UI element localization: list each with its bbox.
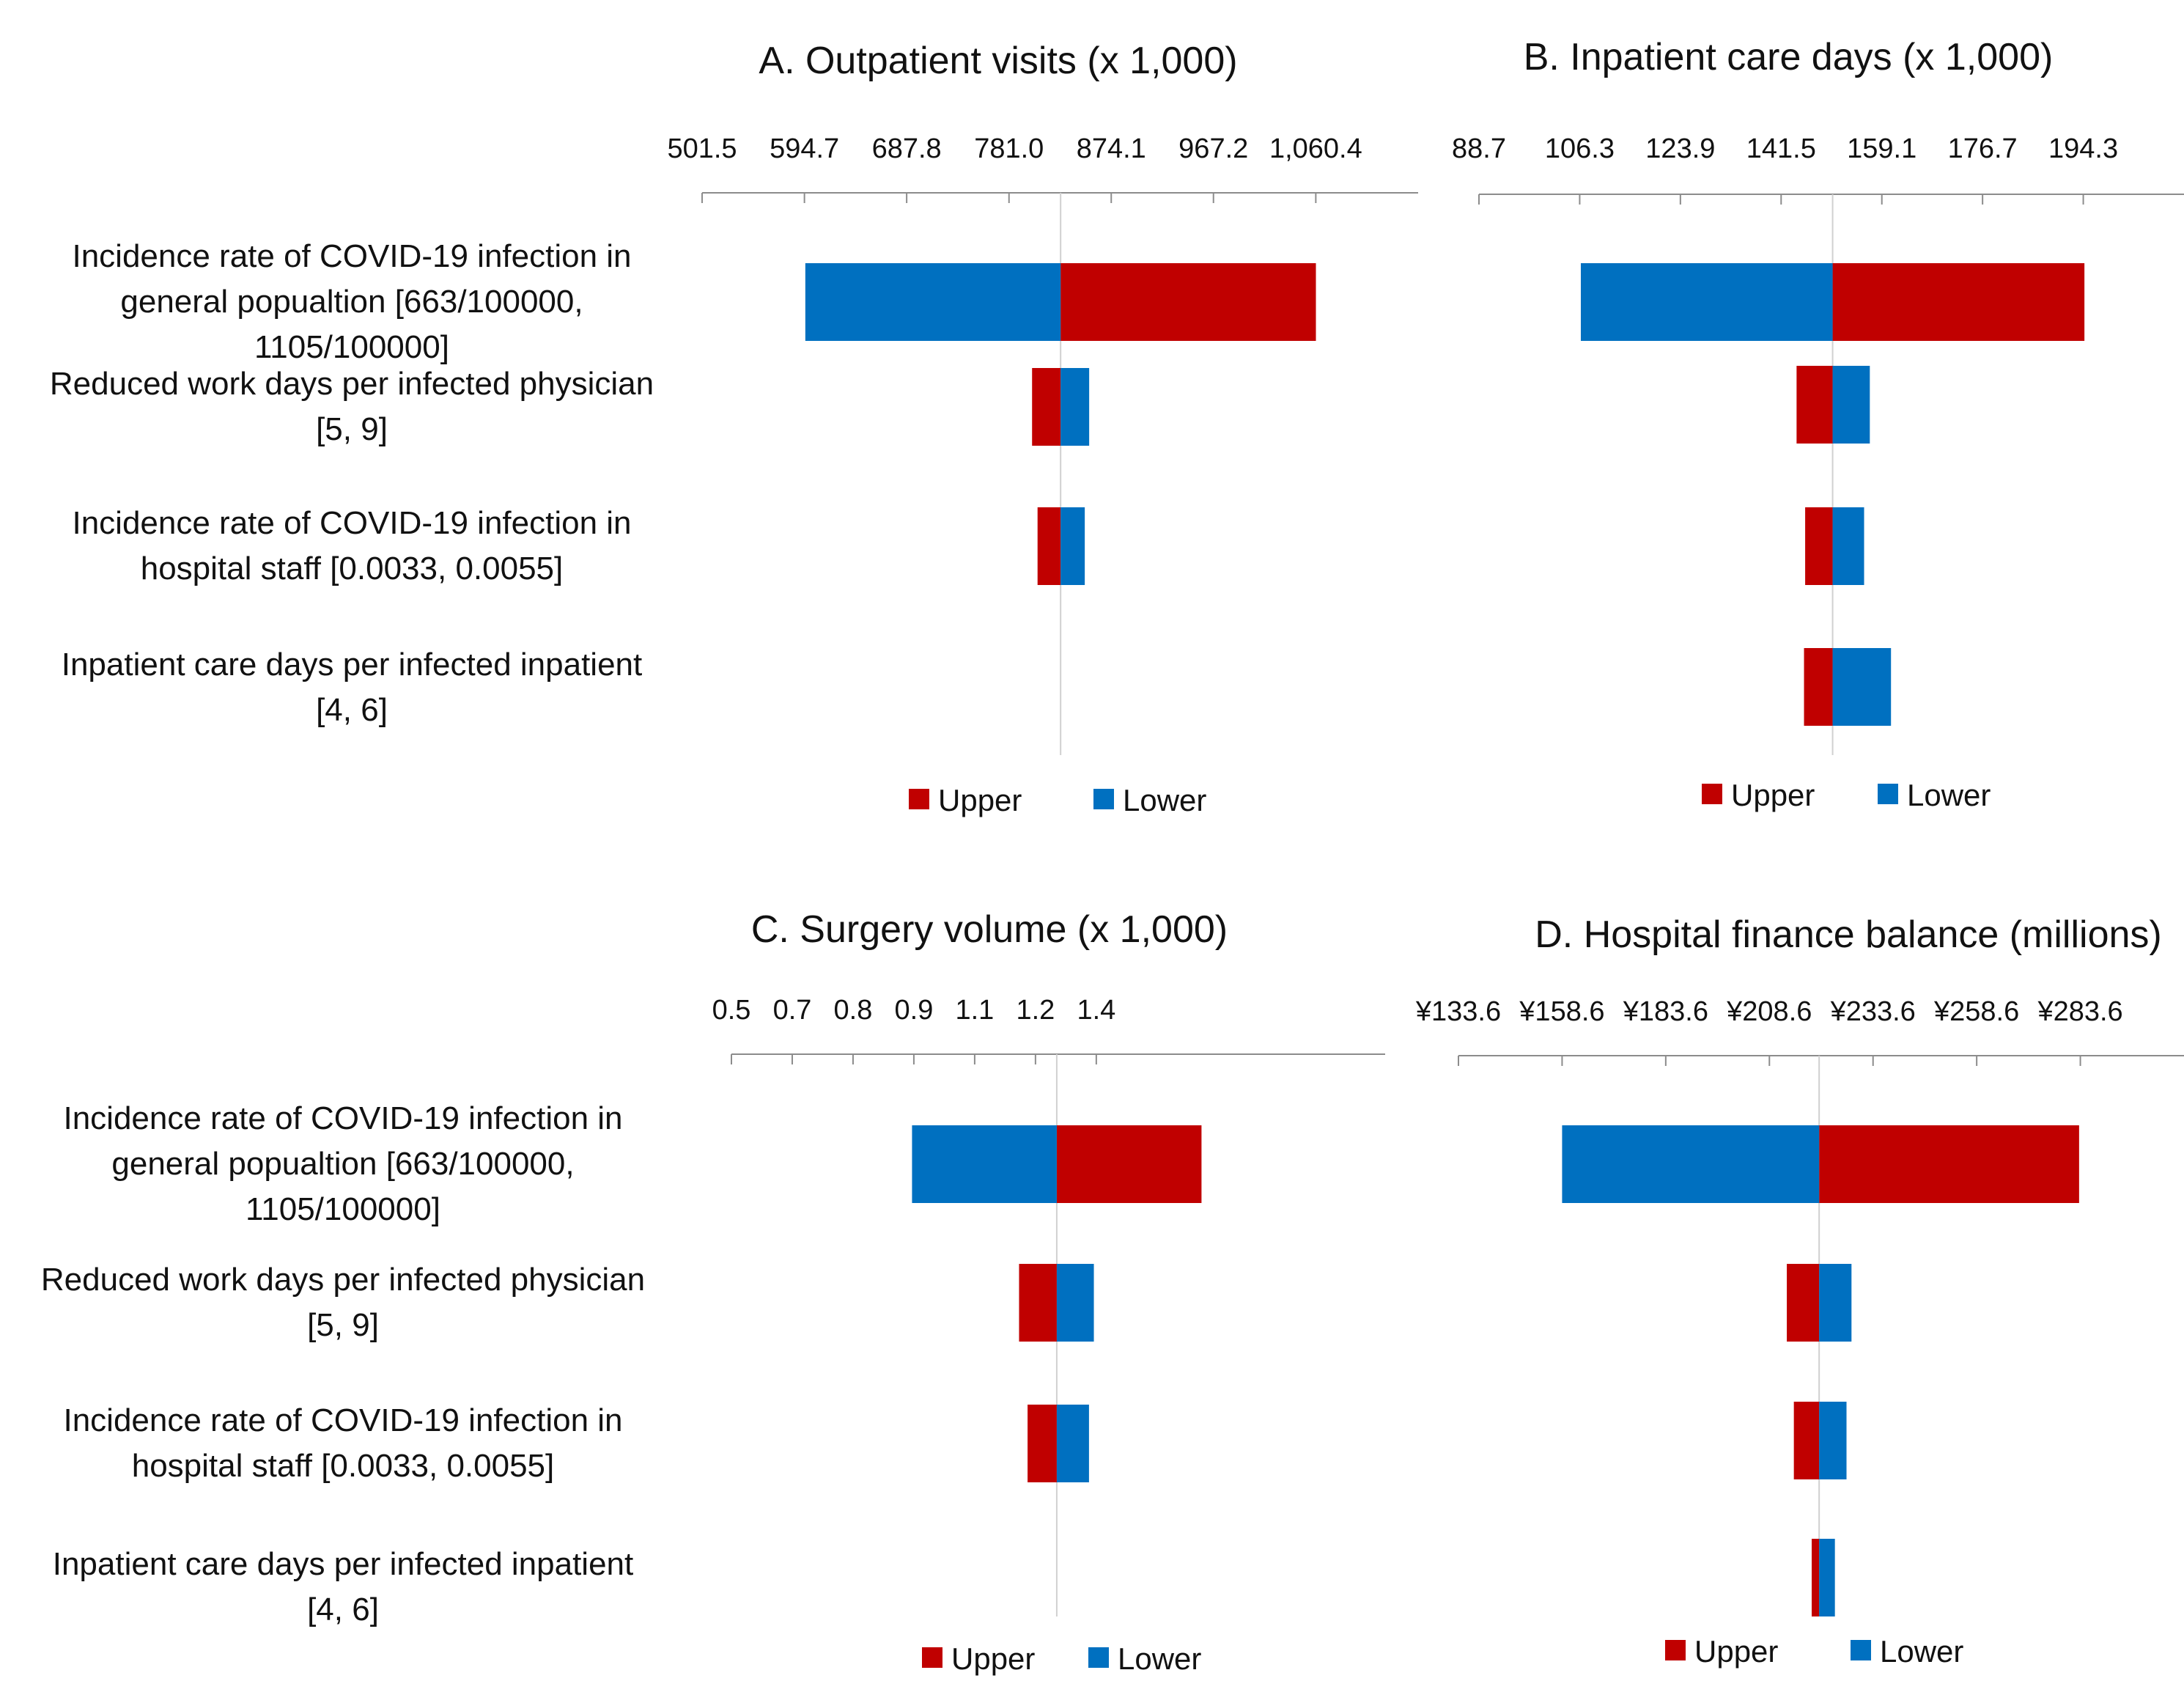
legend-label-upper: Upper <box>1731 778 1815 812</box>
bar-upper <box>1811 1539 1820 1616</box>
bar-upper <box>1787 1264 1820 1342</box>
bar-lower <box>1832 648 1892 726</box>
category-label: 1105/100000] <box>254 329 449 365</box>
bar-upper <box>1028 1405 1057 1482</box>
legend-swatch-upper <box>909 789 929 809</box>
x-tick-label: 0.5 <box>712 995 751 1026</box>
x-tick-label: ¥208.6 <box>1726 996 1812 1027</box>
legend-swatch-upper <box>922 1647 942 1668</box>
category-label: general popualtion [663/100000, <box>120 284 583 320</box>
x-tick-label: 0.8 <box>834 995 873 1026</box>
category-label: hospital staff [0.0033, 0.0055] <box>132 1448 555 1484</box>
x-tick-label: 106.3 <box>1545 133 1615 164</box>
category-label: [4, 6] <box>316 692 388 728</box>
bar-lower <box>1819 1539 1835 1616</box>
bar-upper <box>1056 1125 1202 1203</box>
legend-label-lower: Lower <box>1907 778 1991 812</box>
x-tick-label: 1.1 <box>955 995 994 1026</box>
category-label: [4, 6] <box>307 1592 379 1627</box>
bar-upper <box>1804 648 1833 726</box>
bar-upper <box>1019 1264 1057 1342</box>
x-tick-label: 501.5 <box>667 133 737 164</box>
legend-swatch-lower <box>1088 1647 1109 1668</box>
legend-swatch-lower <box>1093 789 1114 809</box>
x-tick-label: ¥133.6 <box>1415 996 1501 1027</box>
category-label: Reduced work days per infected physician <box>41 1262 645 1298</box>
category-label: [5, 9] <box>307 1307 379 1343</box>
legend-label-lower: Lower <box>1118 1641 1201 1676</box>
category-label: [5, 9] <box>316 411 388 447</box>
x-tick-label: 194.3 <box>2048 133 2118 164</box>
chart-title: C. Surgery volume (x 1,000) <box>751 908 1228 951</box>
chart-title: D. Hospital finance balance (millions) <box>1535 913 2162 956</box>
chart-c: C. Surgery volume (x 1,000) 0.5 0.7 0.8 0.9 1… <box>41 908 1385 1676</box>
chart-a: A. Outpatient visits (x 1,000) 501.5 594.7… <box>50 40 1418 817</box>
x-tick-label: 159.1 <box>1847 133 1916 164</box>
x-tick-label: 1.2 <box>1016 995 1055 1026</box>
legend-swatch-upper <box>1702 784 1722 804</box>
bar-upper <box>1796 366 1833 444</box>
legend-label-upper: Upper <box>951 1641 1035 1676</box>
bar-upper <box>1060 263 1316 341</box>
x-tick-label: 88.7 <box>1452 133 1506 164</box>
category-label: Inpatient care days per infected inpatie… <box>53 1546 634 1582</box>
legend-swatch-upper <box>1665 1640 1686 1660</box>
bar-lower <box>1819 1264 1852 1342</box>
x-tick-label: 1.4 <box>1077 995 1115 1026</box>
legend-label-lower: Lower <box>1123 783 1206 817</box>
bar-lower <box>1056 1264 1094 1342</box>
bar-lower <box>1832 507 1864 585</box>
chart-title: A. Outpatient visits (x 1,000) <box>759 40 1237 82</box>
x-tick-label: 687.8 <box>872 133 942 164</box>
bar-lower <box>1562 1125 1820 1203</box>
bar-upper <box>1819 1125 2079 1203</box>
bar-lower <box>1580 263 1833 341</box>
bar-lower <box>805 263 1061 341</box>
chart-d: D. Hospital finance balance (millions) ¥1… <box>1415 913 2184 1669</box>
x-tick-label: ¥183.6 <box>1623 996 1708 1027</box>
legend-label-upper: Upper <box>1694 1634 1778 1669</box>
bar-lower <box>1060 368 1090 446</box>
bar-upper <box>1032 368 1061 446</box>
legend-swatch-lower <box>1878 784 1898 804</box>
category-label: Reduced work days per infected physician <box>50 366 654 402</box>
category-label: hospital staff [0.0033, 0.0055] <box>141 551 564 586</box>
x-tick-label: 176.7 <box>1948 133 2018 164</box>
bar-upper <box>1832 263 2085 341</box>
x-tick-label: 0.9 <box>895 995 934 1026</box>
category-label: Incidence rate of COVID-19 infection in <box>72 505 631 541</box>
legend-label-upper: Upper <box>938 783 1022 817</box>
bar-lower <box>912 1125 1057 1203</box>
bar-upper <box>1037 507 1061 585</box>
x-tick-label: 781.0 <box>974 133 1044 164</box>
x-tick-label: 123.9 <box>1645 133 1715 164</box>
x-tick-label: ¥158.6 <box>1519 996 1604 1027</box>
x-tick-label: ¥283.6 <box>2037 996 2122 1027</box>
x-tick-label: 141.5 <box>1746 133 1816 164</box>
chart-title: B. Inpatient care days (x 1,000) <box>1524 36 2054 78</box>
bar-upper <box>1805 507 1833 585</box>
x-tick-label: 594.7 <box>770 133 839 164</box>
bar-lower <box>1819 1402 1847 1479</box>
x-tick-label: 967.2 <box>1178 133 1248 164</box>
bar-lower <box>1060 507 1085 585</box>
chart-b: B. Inpatient care days (x 1,000) 88.7 106.… <box>1452 36 2184 812</box>
bar-upper <box>1793 1402 1820 1479</box>
bar-lower <box>1056 1405 1089 1482</box>
category-label: 1105/100000] <box>246 1191 440 1227</box>
legend-swatch-lower <box>1851 1640 1871 1660</box>
category-label: Incidence rate of COVID-19 infection in <box>63 1402 622 1438</box>
x-tick-label: ¥258.6 <box>1933 996 2019 1027</box>
bar-lower <box>1832 366 1870 444</box>
category-label: Incidence rate of COVID-19 infection in <box>63 1100 622 1136</box>
x-tick-label: 0.7 <box>773 995 812 1026</box>
x-tick-label: ¥233.6 <box>1830 996 1916 1027</box>
x-tick-label: 874.1 <box>1077 133 1146 164</box>
category-label: Incidence rate of COVID-19 infection in <box>72 238 631 274</box>
x-tick-label: 1,060.4 <box>1269 133 1362 164</box>
category-label: general popualtion [663/100000, <box>111 1146 574 1182</box>
legend-label-lower: Lower <box>1880 1634 1963 1669</box>
category-label: Inpatient care days per infected inpatie… <box>62 647 643 683</box>
